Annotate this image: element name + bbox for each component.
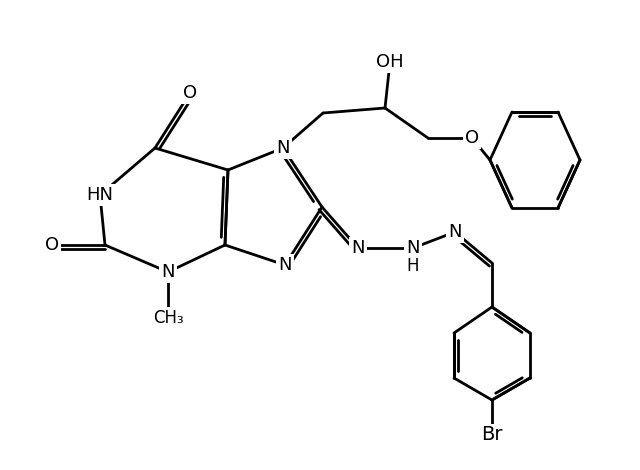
Text: Br: Br [481,425,503,445]
Text: N: N [448,223,461,241]
Text: HN: HN [86,186,113,204]
Text: N: N [406,239,420,257]
Text: N: N [161,263,175,281]
Text: O: O [45,236,59,254]
Text: O: O [183,84,197,102]
Text: O: O [465,129,479,147]
Text: N: N [351,239,365,257]
Text: N: N [276,139,290,157]
Text: CH₃: CH₃ [153,309,183,327]
Text: H: H [407,257,419,275]
Text: OH: OH [376,53,404,71]
Text: N: N [278,256,292,274]
